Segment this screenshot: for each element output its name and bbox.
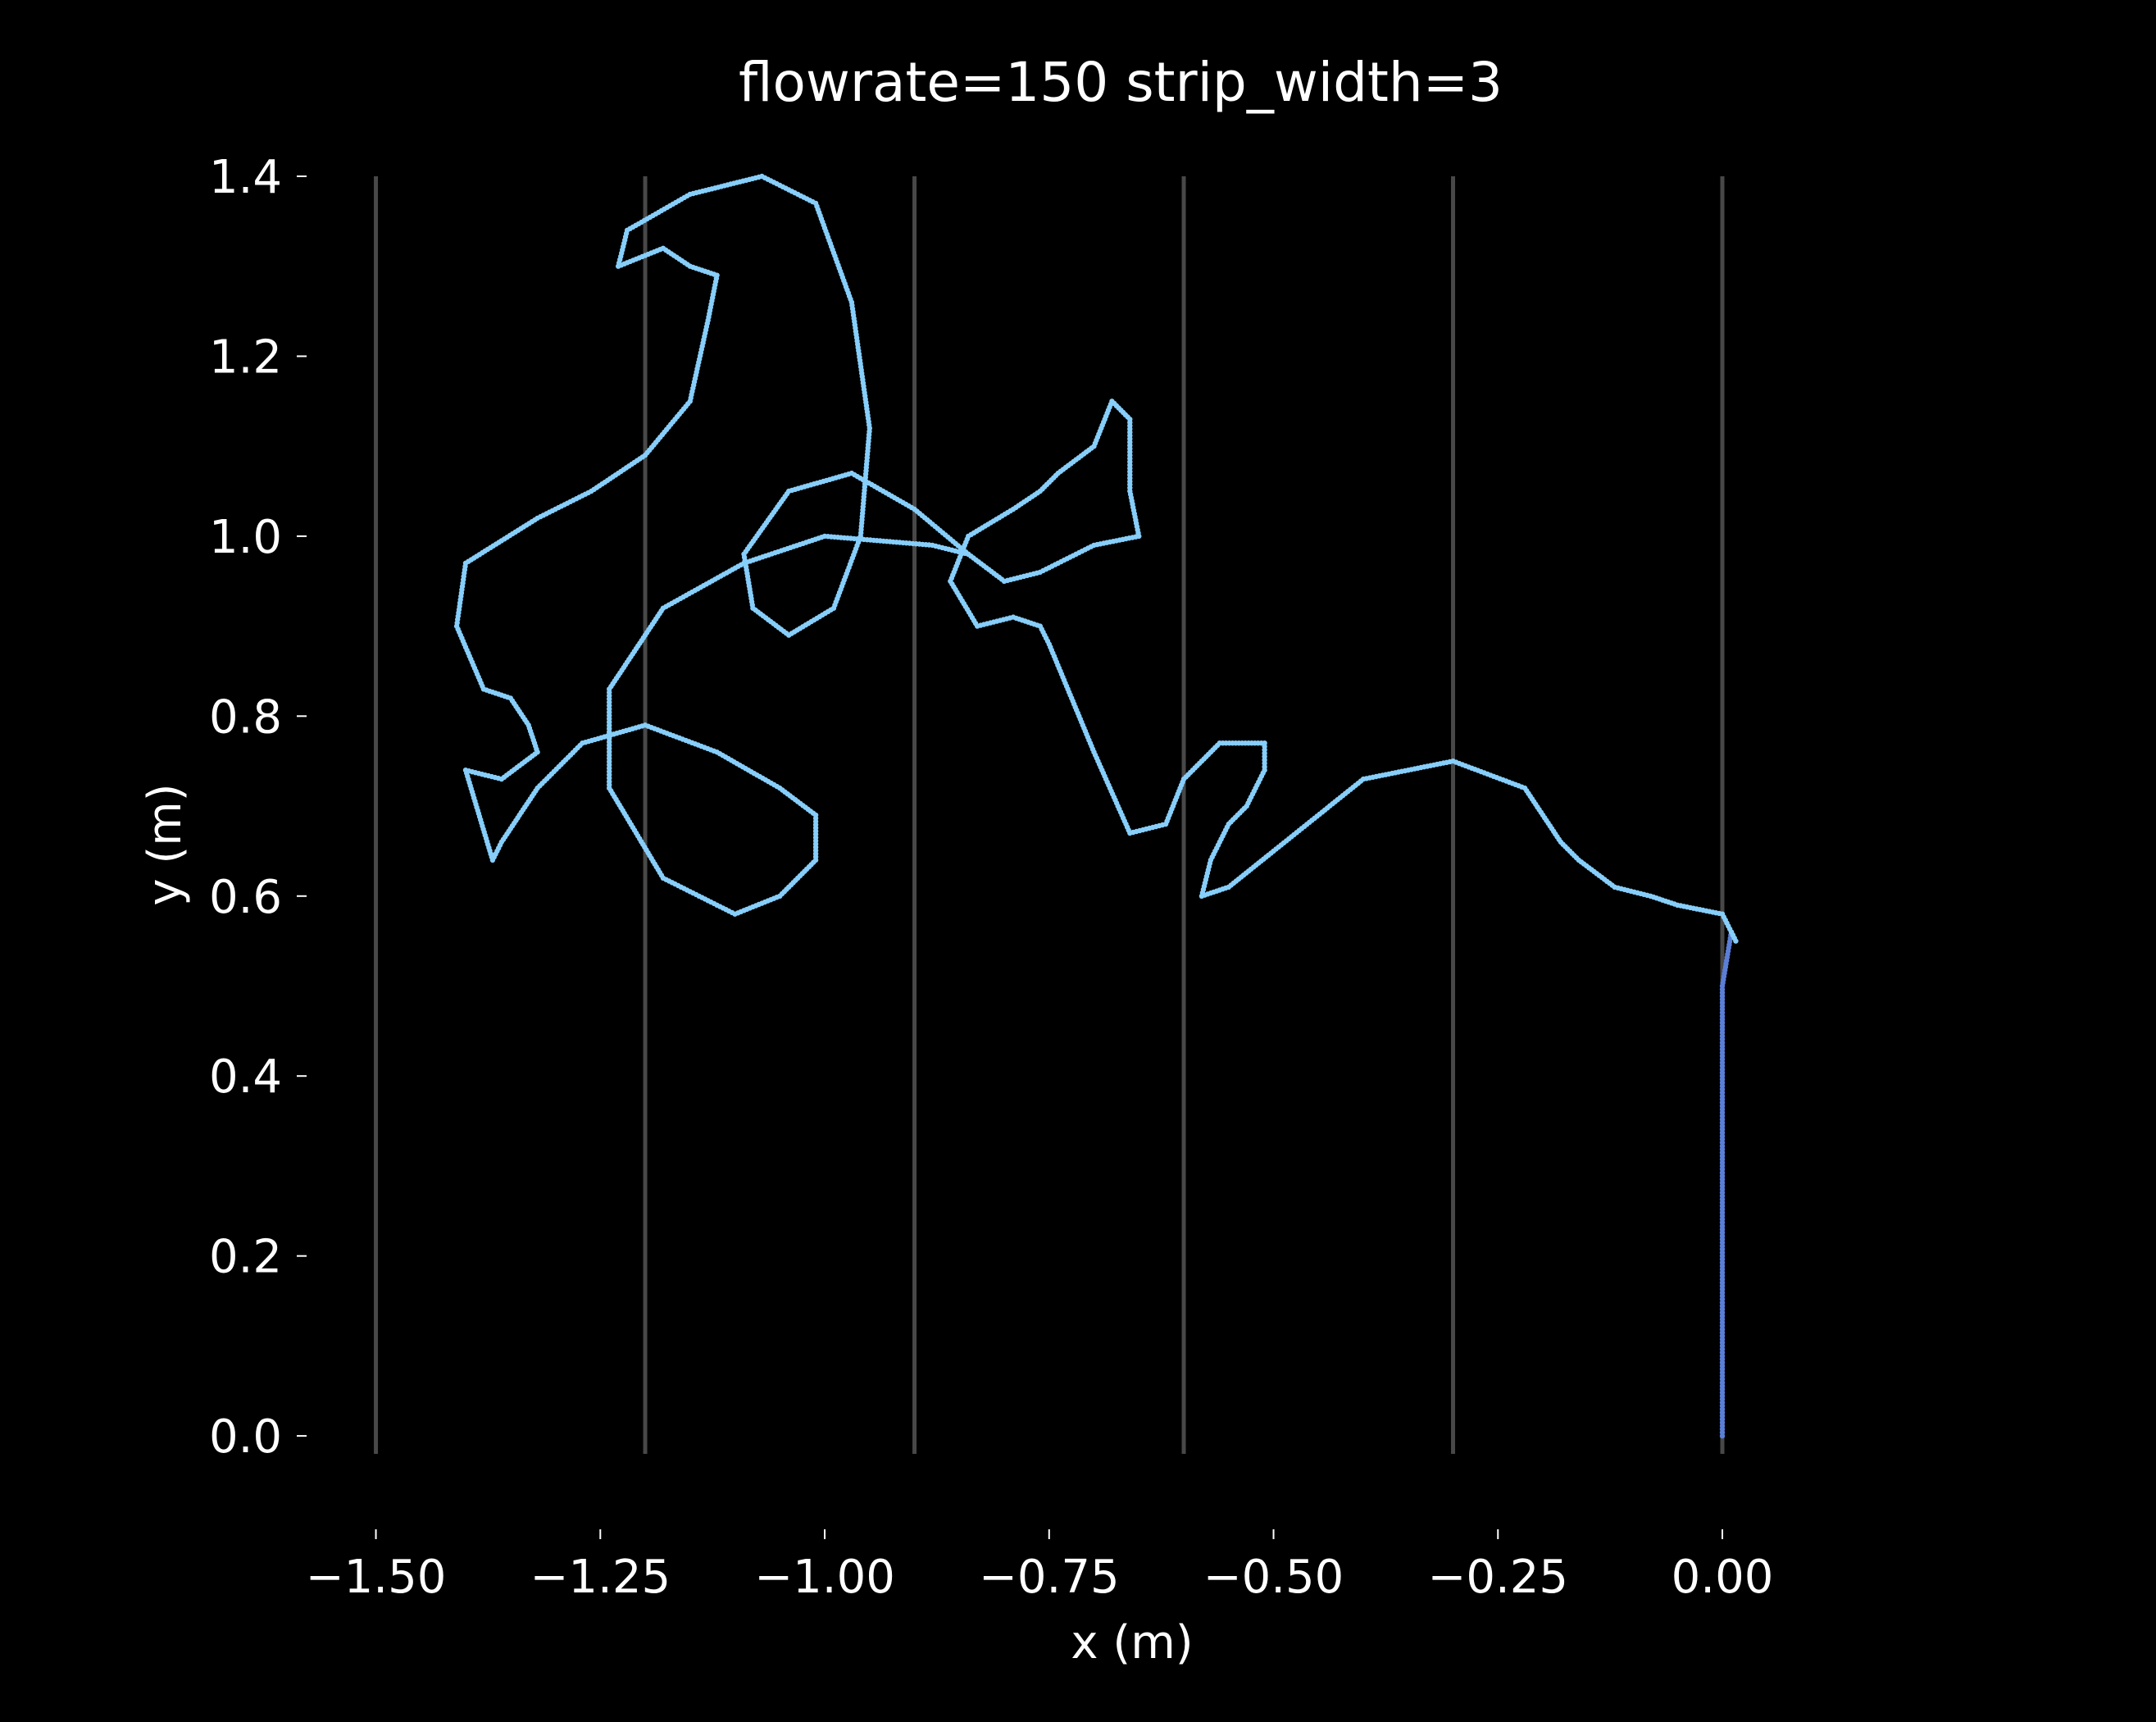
x-tick-label: −1.25 xyxy=(530,1551,671,1604)
y-tick-label: 0.0 xyxy=(209,1410,282,1464)
trajectory-point xyxy=(966,551,971,558)
y-axis-label: y (m) xyxy=(139,783,192,905)
x-tick-label: −1.00 xyxy=(754,1551,895,1604)
y-tick-label: 1.0 xyxy=(209,511,282,564)
x-tick-label: −0.75 xyxy=(979,1551,1120,1604)
trajectory-series xyxy=(453,173,1739,1439)
y-tick-label: 1.4 xyxy=(209,151,282,204)
y-tick-label: 0.8 xyxy=(209,690,282,744)
y-axis-ticks: 0.0 0.2 0.4 0.6 0.8 1.0 1.2 1.4 xyxy=(209,151,307,1464)
strip-lines xyxy=(374,176,1725,1455)
y-tick-label: 0.2 xyxy=(209,1231,282,1284)
x-tick-label: −0.25 xyxy=(1427,1551,1568,1604)
chart-title: flowrate=150 strip_width=3 xyxy=(739,51,1503,114)
x-axis-ticks: −1.50 −1.25 −1.00 −0.75 −0.50 −0.25 0.00 xyxy=(306,1529,1774,1604)
x-tick-label: −1.50 xyxy=(306,1551,447,1604)
x-tick-label: −0.50 xyxy=(1203,1551,1344,1604)
y-tick-label: 1.2 xyxy=(209,330,282,384)
y-tick-label: 0.4 xyxy=(209,1050,282,1104)
y-tick-label: 0.6 xyxy=(209,871,282,924)
x-tick-label: 0.00 xyxy=(1672,1551,1774,1604)
x-axis-label: x (m) xyxy=(1071,1616,1193,1670)
